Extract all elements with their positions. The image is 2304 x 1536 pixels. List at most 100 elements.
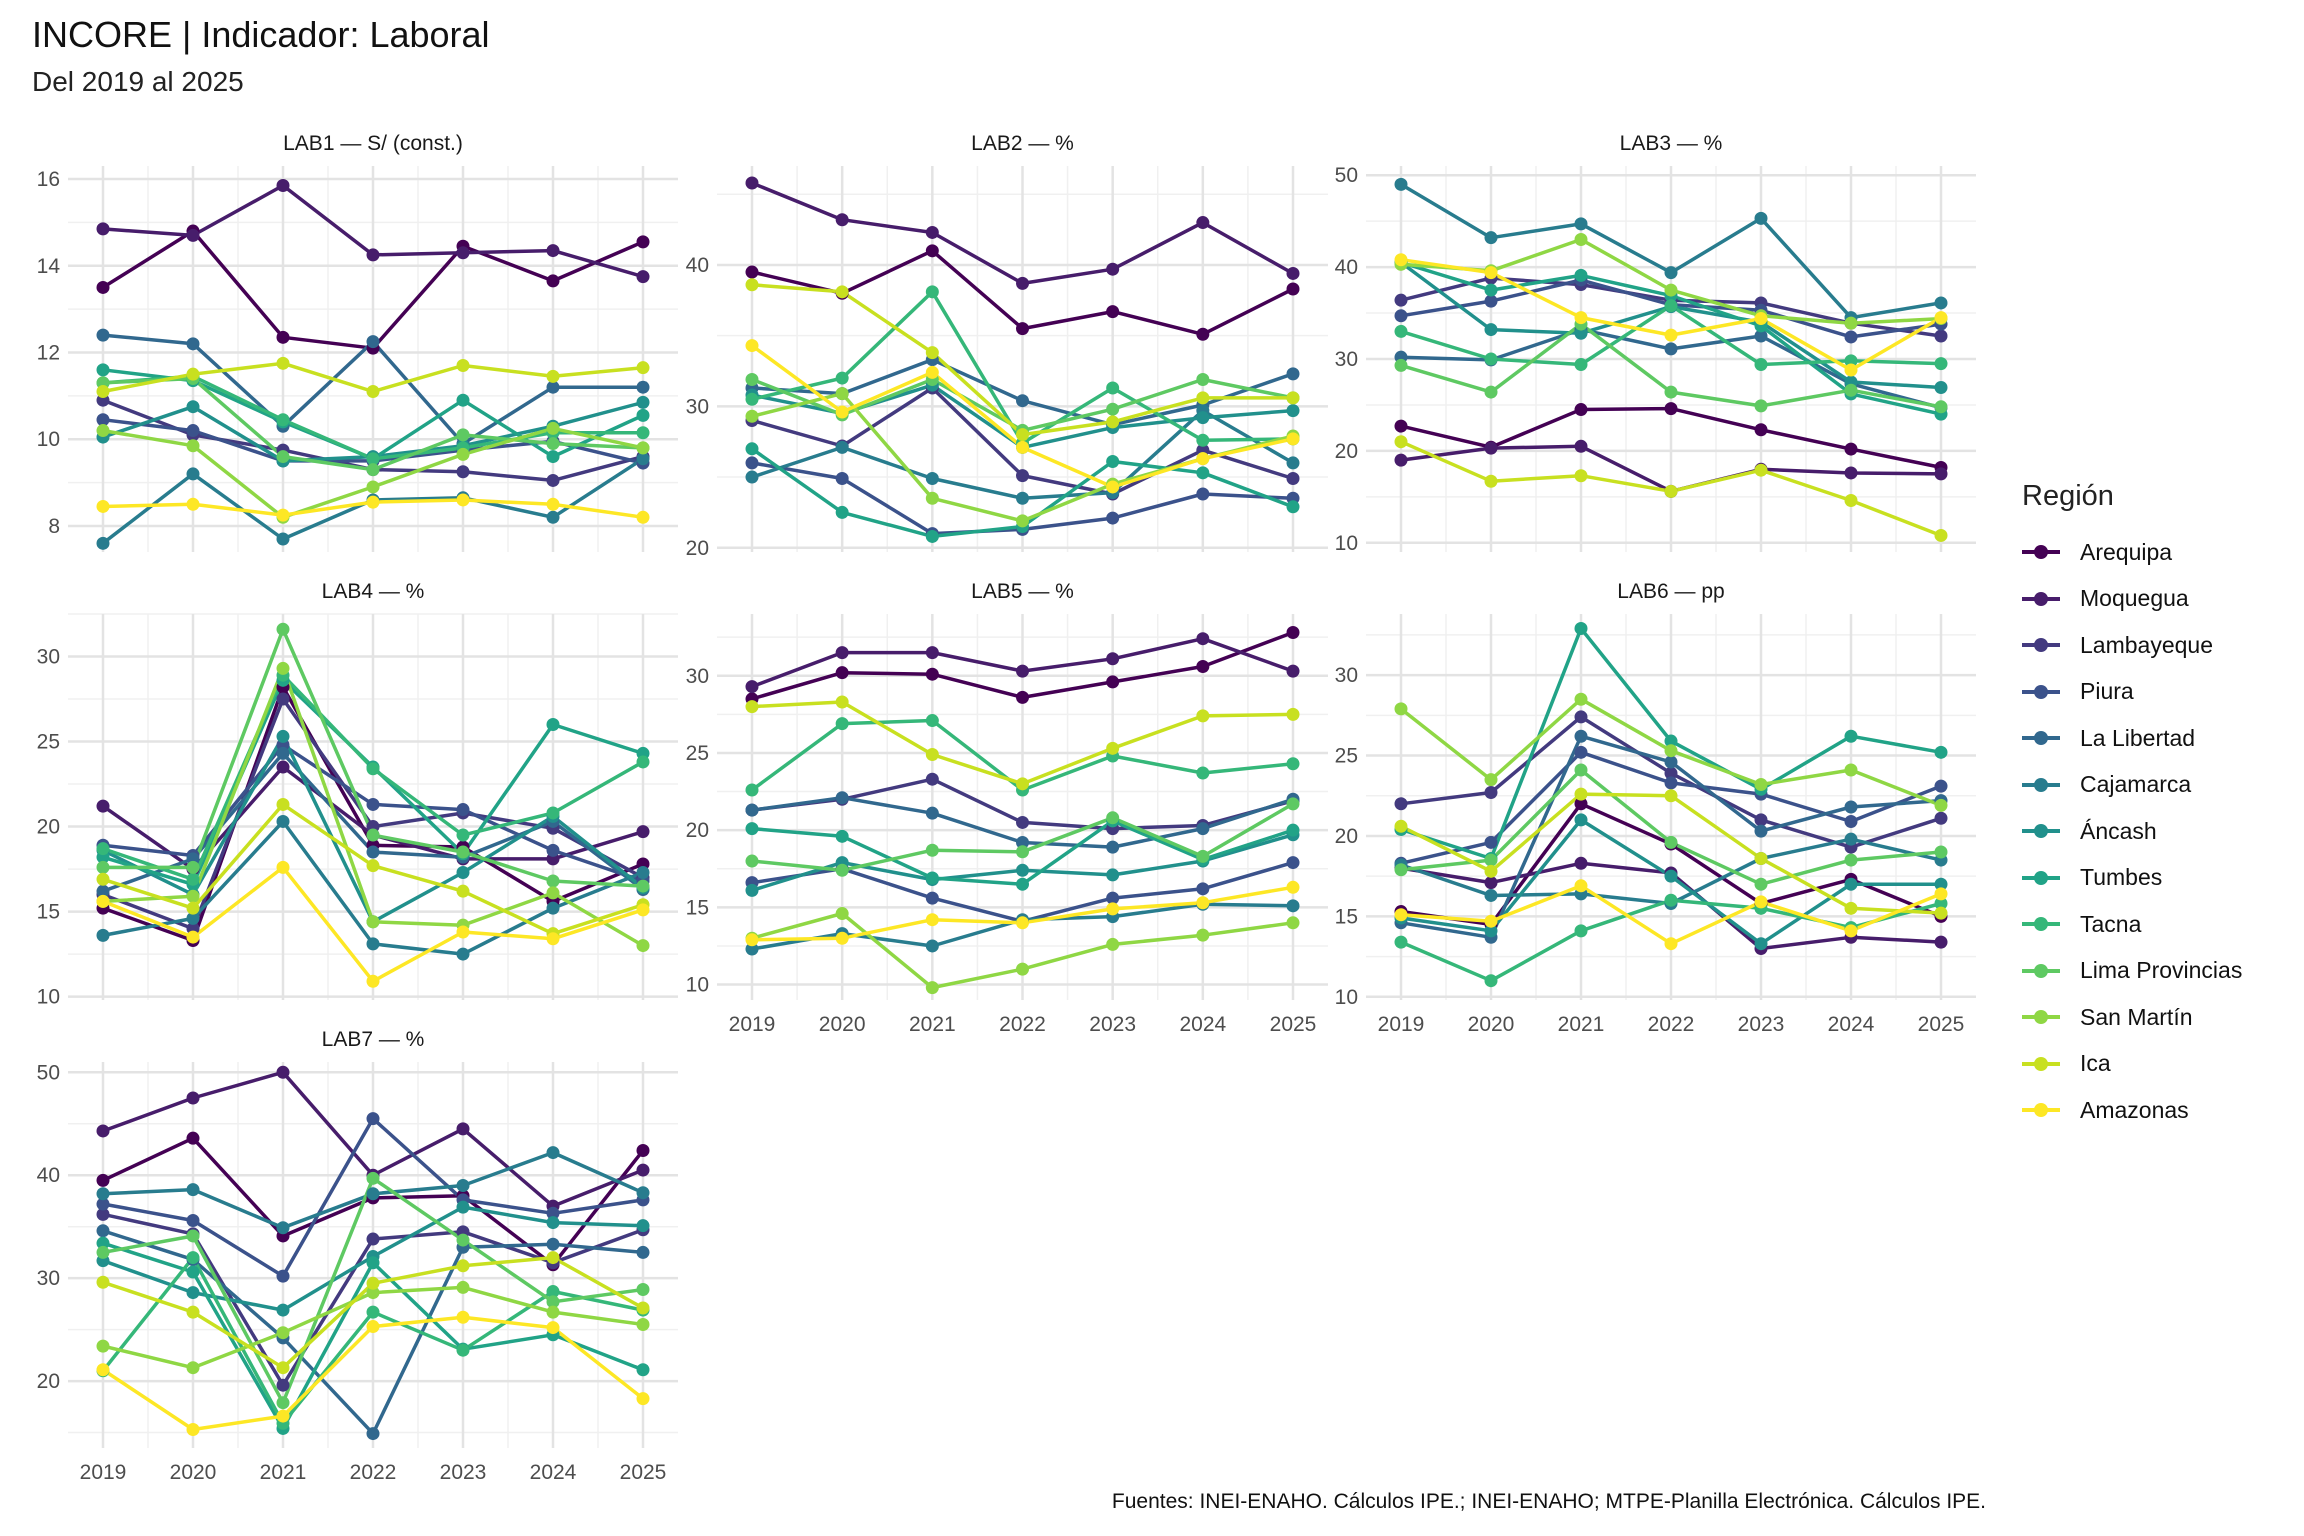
data-point: [745, 933, 759, 947]
data-point: [96, 413, 110, 427]
data-point: [1574, 856, 1588, 870]
data-point: [1196, 433, 1210, 447]
data-point: [186, 424, 200, 438]
data-point: [1844, 800, 1858, 814]
data-point: [276, 532, 290, 546]
data-point: [276, 1303, 290, 1317]
data-point: [366, 248, 380, 262]
data-point: [1934, 467, 1948, 481]
data-point: [546, 1206, 560, 1220]
data-point: [1016, 916, 1029, 930]
data-point: [835, 717, 849, 731]
data-point: [1016, 845, 1029, 859]
data-point: [1196, 896, 1210, 910]
x-tick-label: 2021: [1558, 1013, 1605, 1036]
data-point: [1196, 659, 1210, 673]
data-point: [636, 510, 650, 524]
data-point: [835, 471, 849, 485]
data-point: [1574, 729, 1588, 743]
data-point: [1394, 702, 1408, 716]
data-point: [1844, 330, 1858, 344]
data-point: [186, 1251, 200, 1265]
data-point: [925, 748, 939, 762]
data-point: [636, 1163, 650, 1177]
data-point: [1286, 404, 1300, 418]
y-tick-label: 10: [1335, 986, 1358, 1009]
data-point: [1196, 882, 1210, 896]
data-point: [1106, 480, 1120, 494]
data-point: [366, 1320, 380, 1334]
data-point: [546, 437, 560, 451]
data-point: [276, 508, 290, 522]
legend-label: Lima Provincias: [2080, 957, 2243, 984]
data-point: [1016, 836, 1029, 850]
legend-item: Tacna: [2022, 901, 2242, 948]
legend-item: Arequipa: [2022, 529, 2242, 576]
data-point: [1286, 456, 1300, 470]
data-point: [366, 1187, 380, 1201]
y-tick-label: 40: [37, 1164, 60, 1187]
data-point: [835, 387, 849, 401]
data-point: [1664, 299, 1678, 313]
data-point: [456, 1280, 470, 1294]
data-point: [1664, 776, 1678, 790]
x-tick-label: 2024: [530, 1461, 577, 1484]
data-point: [1484, 283, 1498, 297]
data-point: [1394, 453, 1408, 467]
data-point: [186, 1214, 200, 1228]
data-point: [1844, 901, 1858, 915]
y-tick-label: 10: [686, 974, 709, 997]
data-point: [1664, 402, 1678, 416]
data-point: [835, 829, 849, 843]
panel-title: LAB4 — %: [322, 580, 425, 603]
data-point: [745, 883, 759, 897]
data-point: [186, 930, 200, 944]
x-tick-label: 2019: [729, 1013, 776, 1036]
data-point: [1934, 745, 1948, 759]
data-point: [1286, 856, 1300, 870]
panel-title: LAB6 — pp: [1617, 580, 1724, 603]
data-point: [96, 363, 110, 377]
data-point: [1934, 906, 1948, 920]
data-point: [1574, 745, 1588, 759]
legend-item: Lambayeque: [2022, 622, 2242, 669]
legend-key: [2022, 868, 2060, 888]
data-point: [1664, 484, 1678, 498]
data-point: [276, 692, 290, 706]
data-point: [276, 814, 290, 828]
data-point: [366, 1276, 380, 1290]
data-point: [1286, 626, 1300, 640]
data-point: [366, 1286, 380, 1300]
data-point: [1106, 675, 1120, 689]
data-point: [366, 915, 380, 929]
data-point: [1286, 471, 1300, 485]
data-point: [745, 409, 759, 423]
data-point: [1484, 385, 1498, 399]
data-point: [1574, 311, 1588, 325]
data-point: [1286, 880, 1300, 894]
data-point: [835, 695, 849, 709]
data-point: [96, 280, 110, 294]
y-tick-label: 30: [686, 665, 709, 688]
data-point: [745, 392, 759, 406]
data-point: [456, 1233, 470, 1247]
data-point: [456, 1122, 470, 1136]
data-point: [1754, 877, 1768, 891]
data-point: [1016, 514, 1029, 528]
data-point: [636, 270, 650, 284]
data-point: [745, 822, 759, 836]
data-point: [636, 441, 650, 455]
data-point: [276, 1378, 290, 1392]
y-tick-label: 20: [686, 537, 709, 560]
legend-item: Moquegua: [2022, 576, 2242, 623]
data-point: [1754, 824, 1768, 838]
data-point: [276, 760, 290, 774]
data-point: [96, 799, 110, 813]
data-point: [1934, 296, 1948, 310]
data-point: [186, 228, 200, 242]
data-point: [1574, 439, 1588, 453]
panel-title: LAB5 — %: [971, 580, 1074, 603]
data-point: [1844, 814, 1858, 828]
y-tick-label: 15: [686, 896, 709, 919]
data-point: [186, 467, 200, 481]
